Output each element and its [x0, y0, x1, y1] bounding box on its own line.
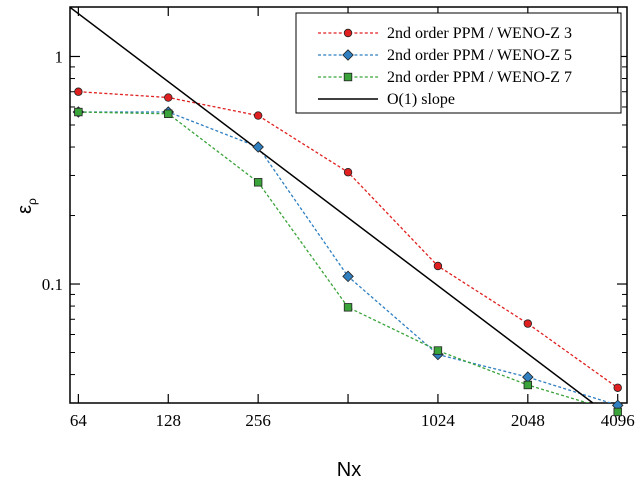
- series-line-1: [78, 91, 619, 389]
- data-point-diamond: [342, 270, 354, 283]
- legend-label: 2nd order PPM / WENO-Z 3: [387, 25, 572, 42]
- x-tick-label: 2048: [511, 411, 545, 430]
- axis-tick-labels: 64 128 256 1024 2048 4096 0.1 1: [42, 47, 635, 430]
- series-line-4: [70, 7, 595, 403]
- x-tick-label: 256: [245, 411, 271, 430]
- x-tick-label: 4096: [601, 411, 635, 430]
- data-point-circle: [433, 261, 443, 271]
- data-point-square: [523, 380, 533, 390]
- series-line-3: [78, 111, 590, 403]
- x-tick-label: 1024: [421, 411, 456, 430]
- data-point-square: [253, 178, 263, 187]
- marker-layer: [72, 87, 624, 417]
- legend-label: 2nd order PPM / WENO-Z 7: [387, 69, 572, 86]
- y-axis-label: ερ: [14, 198, 39, 214]
- data-point-square: [74, 107, 83, 117]
- data-point-square: [343, 303, 353, 312]
- data-point-circle: [74, 87, 83, 96]
- data-point-square: [613, 407, 622, 417]
- x-tick-label: 128: [156, 411, 182, 430]
- y-tick-label: 1: [55, 47, 64, 66]
- y-axis-label-subscript: ρ: [25, 198, 39, 205]
- legend-label: O(1) slope: [387, 91, 455, 108]
- svg-text:ερ: ερ: [14, 198, 39, 214]
- legend-label: 2nd order PPM / WENO-Z 5: [387, 47, 572, 64]
- data-point-circle: [253, 111, 263, 120]
- data-point-circle: [523, 319, 533, 328]
- data-point-diamond: [342, 49, 354, 61]
- data-point-circle: [613, 383, 622, 392]
- data-point-circle: [164, 93, 173, 102]
- y-axis-label-main: ε: [14, 205, 36, 214]
- data-point-circle: [343, 168, 353, 177]
- x-axis-label: Nx: [337, 459, 361, 481]
- data-point-square: [433, 346, 443, 355]
- data-point-square: [164, 109, 173, 118]
- data-point-diamond: [522, 371, 534, 383]
- y-tick-label: 0.1: [42, 275, 63, 294]
- legend: 2nd order PPM / WENO-Z 3 2nd order PPM / …: [295, 12, 622, 114]
- x-tick-label: 64: [70, 411, 88, 430]
- data-point-circle: [343, 28, 353, 38]
- data-point-square: [343, 72, 353, 82]
- data-point-diamond: [252, 141, 264, 153]
